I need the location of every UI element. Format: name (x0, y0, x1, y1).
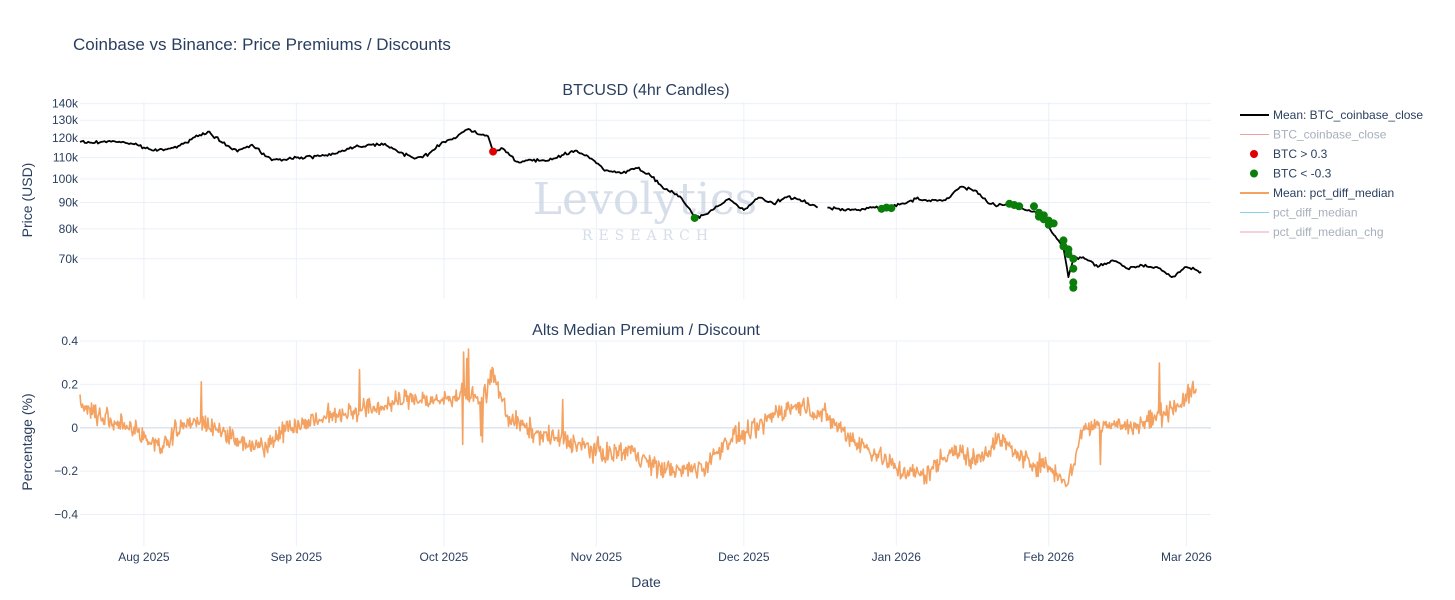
alts-y-tick-label: 0 (71, 421, 78, 435)
legend-label: Mean: pct_diff_median (1273, 186, 1394, 200)
alts-gridlines (80, 340, 1211, 546)
legend-label: Mean: BTC_coinbase_close (1273, 108, 1423, 122)
legend-item-2[interactable]: BTC > 0.3 (1250, 147, 1328, 161)
legend[interactable]: Mean: BTC_coinbase_close BTC_coinbase_clo… (1240, 108, 1423, 239)
x-tick-label: Nov 2025 (571, 550, 623, 564)
x-tick-label: Mar 2026 (1161, 550, 1212, 564)
btc-discount-marker (1049, 219, 1058, 228)
btc-y-tick-label: 140k (52, 97, 79, 111)
alts-premium-line (79, 348, 1197, 488)
x-tick-label: Oct 2025 (420, 550, 469, 564)
alts-y-ticks: −0.4 −0.2 0 0.2 0.4 (54, 334, 78, 522)
legend-item-3[interactable]: BTC < -0.3 (1250, 167, 1332, 181)
btc-gridlines (80, 102, 1211, 299)
watermark-subtext: RESEARCH (582, 228, 714, 244)
alts-y-axis-title: Percentage (%) (19, 393, 35, 490)
alts-panel-title: Alts Median Premium / Discount (532, 322, 760, 339)
legend-dot-icon (1250, 150, 1258, 158)
btc-discount-marker (1029, 202, 1038, 211)
btc-y-tick-label: 90k (59, 196, 79, 210)
alts-y-tick-label: 0.4 (61, 334, 78, 348)
btc-discount-marker (690, 213, 699, 222)
legend-label: pct_diff_median_chg (1273, 225, 1384, 239)
btc-discount-marker (1059, 236, 1068, 245)
alts-y-tick-label: −0.2 (54, 464, 78, 478)
alts-series (79, 348, 1197, 488)
figure-title: Coinbase vs Binance: Price Premiums / Di… (73, 35, 451, 54)
x-tick-label: Aug 2025 (118, 550, 170, 564)
btc-y-tick-label: 100k (52, 172, 79, 186)
legend-dot-icon (1250, 169, 1258, 178)
legend-label: BTC > 0.3 (1273, 147, 1328, 161)
btc-y-ticks: 70k 80k 90k 100k 110k 120k 130k 140k (52, 97, 79, 266)
watermark-logo: Levolytics RESEARCH (533, 174, 758, 244)
btc-price-line-segment-2 (827, 185, 1202, 278)
legend-item-1[interactable]: BTC_coinbase_close (1240, 128, 1387, 142)
btc-premium-marker (489, 147, 498, 156)
legend-item-6[interactable]: pct_diff_median_chg (1240, 225, 1384, 239)
x-tick-label: Dec 2025 (718, 550, 770, 564)
btc-y-tick-label: 80k (59, 222, 79, 236)
btc-discount-marker (1069, 264, 1078, 273)
btc-y-tick-label: 110k (53, 151, 79, 165)
x-tick-label: Jan 2026 (872, 550, 922, 564)
x-axis-title: Date (631, 574, 661, 590)
watermark-text: Levolytics (533, 174, 758, 225)
btc-y-tick-label: 70k (59, 252, 79, 266)
btc-markers (489, 147, 1078, 292)
btc-y-axis-title: Price (USD) (19, 163, 35, 238)
btc-discount-marker (1069, 254, 1078, 263)
alts-panel: −0.4 −0.2 0 0.2 0.4 Alts Median Premium / Di… (19, 322, 1211, 546)
btc-discount-marker (1015, 202, 1024, 211)
btc-discount-marker (887, 204, 896, 213)
btc-y-tick-label: 130k (52, 113, 79, 127)
legend-item-5[interactable]: pct_diff_median (1240, 206, 1358, 220)
legend-label: BTC < -0.3 (1273, 167, 1332, 181)
legend-item-0[interactable]: Mean: BTC_coinbase_close (1240, 108, 1423, 122)
btc-discount-marker (1069, 283, 1078, 292)
x-tick-label: Sep 2025 (271, 550, 323, 564)
legend-label: BTC_coinbase_close (1273, 128, 1387, 142)
btc-y-tick-label: 120k (52, 131, 79, 145)
x-axis-ticks: Aug 2025 Sep 2025 Oct 2025 Nov 2025 Dec 2025… (118, 550, 1212, 564)
x-tick-label: Feb 2026 (1023, 550, 1074, 564)
alts-y-tick-label: 0.2 (61, 377, 78, 391)
btc-panel: Levolytics RESEARCH 70k 80k 90k 100k 110k 120… (19, 82, 1211, 299)
alts-y-tick-label: −0.4 (54, 508, 78, 522)
btc-panel-title: BTCUSD (4hr Candles) (562, 82, 729, 99)
btc-discount-marker (1064, 250, 1073, 259)
legend-label: pct_diff_median (1273, 206, 1358, 220)
legend-item-4[interactable]: Mean: pct_diff_median (1240, 186, 1394, 200)
